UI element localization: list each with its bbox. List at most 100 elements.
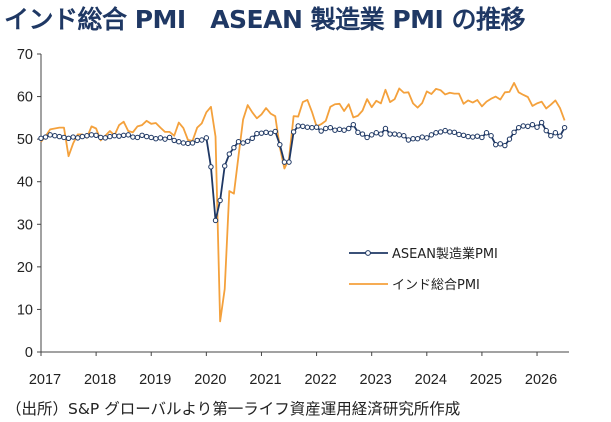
asean-data-point <box>203 135 210 141</box>
asean-data-point <box>346 125 352 132</box>
y-tick-label: 70 <box>17 47 33 63</box>
asean-data-point <box>401 133 407 139</box>
asean-data-point <box>419 134 425 140</box>
asean-data-point <box>552 130 559 136</box>
asean-data-point <box>437 129 444 135</box>
asean-data-point <box>199 137 205 143</box>
asean-data-point <box>254 130 260 137</box>
x-tick-label: 2023 <box>360 372 392 388</box>
asean-data-point <box>460 132 467 139</box>
asean-data-point <box>364 134 370 141</box>
legend: ASEAN製造業PMI インド総合PMI <box>349 246 498 293</box>
asean-data-point <box>120 132 127 139</box>
asean-data-point <box>93 132 99 139</box>
asean-data-point <box>180 140 187 146</box>
x-tick-label: 2024 <box>415 372 447 388</box>
asean-data-point <box>520 123 526 129</box>
asean-data-point <box>107 133 113 140</box>
y-tick-label: 60 <box>17 90 33 106</box>
asean-data-point <box>111 133 118 139</box>
x-tick-labels: 2017 2018 2019 2020 2021 2022 2023 2024 2025 2026 <box>29 352 557 388</box>
asean-data-point <box>231 144 237 151</box>
asean-data-point <box>134 134 141 141</box>
asean-data-point <box>98 134 104 141</box>
x-tick-label: 2026 <box>525 372 557 388</box>
x-tick-label: 2021 <box>249 372 281 388</box>
asean-data-point <box>162 136 168 142</box>
axes <box>40 54 569 353</box>
asean-data-point <box>267 130 274 136</box>
asean-data-point <box>171 137 177 144</box>
asean-data-point <box>515 124 522 131</box>
asean-data-point <box>300 123 306 130</box>
asean-data-point <box>405 137 412 143</box>
asean-data-point <box>433 130 439 136</box>
series-asean-manufacturing-pmi <box>38 119 568 224</box>
asean-data-point <box>447 129 453 135</box>
asean-data-point <box>148 134 154 141</box>
asean-data-point <box>323 125 329 132</box>
asean-data-point <box>488 133 494 139</box>
asean-data-point <box>235 138 242 145</box>
asean-data-point <box>88 132 95 138</box>
asean-data-point <box>212 217 219 224</box>
asean-data-point <box>442 127 448 134</box>
asean-data-point <box>497 141 503 147</box>
asean-data-point <box>414 136 421 142</box>
asean-data-point <box>189 140 196 146</box>
asean-data-point <box>511 129 517 136</box>
asean-data-point <box>451 129 458 136</box>
asean-data-point <box>272 128 278 135</box>
asean-data-point <box>465 133 471 140</box>
asean-data-point <box>263 129 269 136</box>
asean-data-point <box>410 136 416 142</box>
asean-data-point <box>368 132 375 138</box>
asean-data-point <box>79 133 86 140</box>
asean-data-point <box>208 164 214 170</box>
asean-data-point <box>217 197 223 204</box>
asean-data-point <box>84 133 90 139</box>
chart-title: インド総合 PMI ASEAN 製造業 PMI の推移 <box>4 5 526 34</box>
asean-data-point <box>483 130 490 136</box>
asean-data-point <box>424 135 430 141</box>
y-tick-label: 50 <box>17 132 33 148</box>
asean-data-point <box>474 133 481 139</box>
x-tick-label: 2025 <box>470 372 502 388</box>
asean-data-point <box>506 136 513 142</box>
asean-data-point <box>359 131 366 137</box>
asean-data-point <box>143 133 150 140</box>
asean-data-point <box>222 163 228 169</box>
asean-data-point <box>42 134 49 140</box>
asean-data-point <box>327 124 334 131</box>
asean-data-point <box>249 135 255 141</box>
legend-asean-label: ASEAN製造業PMI <box>392 246 498 262</box>
x-tick-label: 2019 <box>139 372 171 388</box>
asean-data-point <box>38 135 44 141</box>
asean-data-point <box>286 159 292 165</box>
asean-data-point <box>116 133 122 139</box>
asean-data-point <box>70 134 76 140</box>
legend-india-label: インド総合PMI <box>392 278 480 293</box>
series-india-composite-pmi <box>40 82 566 323</box>
asean-data-point <box>355 129 361 136</box>
asean-data-point <box>479 134 485 141</box>
y-tick-label: 30 <box>17 217 33 233</box>
asean-data-point <box>47 132 53 138</box>
y-tick-label: 10 <box>17 302 33 318</box>
asean-data-point <box>277 141 283 148</box>
y-tick-label: 40 <box>17 175 33 191</box>
asean-data-point <box>428 132 435 138</box>
asean-data-point <box>332 127 338 133</box>
asean-data-point <box>341 127 347 133</box>
source-note: （出所）S&P グローバルより第一ライフ資産運用経済研究所作成 <box>6 400 461 418</box>
asean-data-point <box>548 133 554 139</box>
asean-data-point <box>525 123 531 130</box>
asean-data-point <box>373 130 379 136</box>
asean-data-point <box>290 129 297 135</box>
x-tick-label: 2018 <box>84 372 116 388</box>
asean-data-point <box>502 142 508 149</box>
asean-data-point <box>318 128 324 134</box>
asean-data-point <box>65 135 72 141</box>
asean-data-point <box>176 138 182 145</box>
asean-data-point <box>313 124 320 130</box>
